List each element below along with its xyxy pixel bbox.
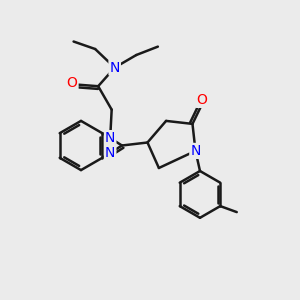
Text: N: N: [110, 61, 120, 75]
Text: O: O: [196, 93, 208, 107]
Text: N: N: [190, 144, 201, 158]
Text: N: N: [105, 146, 116, 160]
Text: O: O: [67, 76, 77, 90]
Text: N: N: [105, 131, 116, 145]
